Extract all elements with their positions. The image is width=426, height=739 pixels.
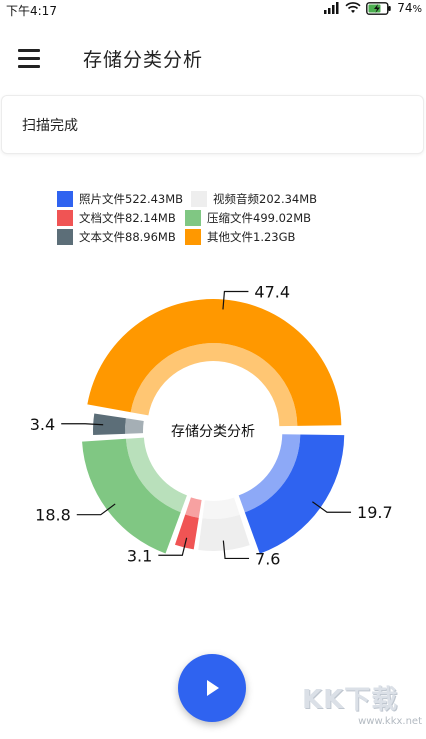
pie-slice — [82, 438, 181, 554]
status-time: 下午4:17 — [6, 4, 57, 18]
status-bar: 下午4:17 74% — [0, 0, 426, 20]
watermark-logo: KK下载 — [302, 685, 399, 715]
chart-center-title: 存储分类分析 — [171, 424, 255, 440]
legend-swatch — [57, 229, 73, 245]
slice-inner-ring — [185, 497, 202, 518]
pie-slice — [93, 413, 126, 435]
legend-swatch — [57, 210, 73, 226]
label-leader-line — [222, 290, 249, 310]
slice-value-label: 19.7 — [357, 503, 393, 522]
status-icons: 74% — [324, 1, 422, 15]
slice-value-label: 3.4 — [30, 415, 55, 434]
pie-slice — [87, 299, 342, 426]
slice-value-label: 7.6 — [255, 549, 280, 568]
play-icon — [207, 680, 219, 696]
battery-charging-icon — [366, 1, 391, 15]
start-scan-button[interactable] — [178, 654, 246, 722]
slice-inner-ring — [238, 434, 301, 513]
pie-slice — [244, 434, 345, 554]
legend-item: 文档文件82.14MB — [57, 210, 176, 226]
legend-label: 其他文件1.23GB — [207, 230, 296, 244]
slice-value-label: 3.1 — [127, 546, 152, 565]
legend-item: 照片文件522.43MB — [57, 191, 183, 207]
label-leader-line — [158, 537, 188, 556]
label-leader-line — [61, 423, 104, 426]
pie-slice — [198, 514, 250, 551]
wifi-icon — [345, 2, 361, 13]
legend-label: 压缩文件499.02MB — [207, 211, 312, 225]
legend-label: 视频音频202.34MB — [213, 192, 318, 206]
page-title: 存储分类分析 — [83, 49, 204, 71]
legend-item: 其他文件1.23GB — [185, 229, 295, 245]
slice-inner-ring — [125, 437, 187, 513]
scan-status-card: 扫描完成 — [1, 95, 424, 154]
legend-swatch — [191, 191, 207, 207]
hamburger-menu-icon[interactable] — [14, 42, 46, 72]
slice-value-label: 47.4 — [254, 282, 290, 301]
legend-swatch — [185, 229, 201, 245]
label-leader-line — [76, 503, 116, 516]
slice-value-label: 18.8 — [35, 506, 71, 525]
legend-label: 文档文件82.14MB — [79, 211, 176, 225]
legend-swatch — [185, 210, 201, 226]
slice-inner-ring — [125, 418, 144, 434]
battery-percent: 74% — [397, 1, 422, 15]
legend-swatch — [57, 191, 73, 207]
legend-item: 压缩文件499.02MB — [185, 210, 311, 226]
label-leader-line — [312, 501, 352, 513]
pie-slice — [174, 514, 199, 550]
slice-inner-ring — [130, 343, 298, 427]
slice-inner-ring — [202, 497, 240, 519]
donut-center — [148, 366, 278, 496]
legend-label: 文本文件88.96MB — [79, 230, 176, 244]
legend-label: 照片文件522.43MB — [79, 192, 184, 206]
storage-donut-chart: 19.7 7.6 3.1 18.8 3.4 47.4 存储分类分析 — [30, 282, 393, 568]
label-leader-line — [222, 540, 250, 560]
legend-item: 视频音频202.34MB — [191, 191, 317, 207]
scan-status-text: 扫描完成 — [22, 118, 78, 134]
legend-item: 文本文件88.96MB — [57, 229, 176, 245]
signal-icon — [324, 2, 339, 14]
watermark: KK下载 www.kkx.net — [302, 679, 422, 735]
app-bar: 存储分类分析 — [0, 30, 426, 86]
watermark-url: www.kkx.net — [358, 716, 422, 727]
